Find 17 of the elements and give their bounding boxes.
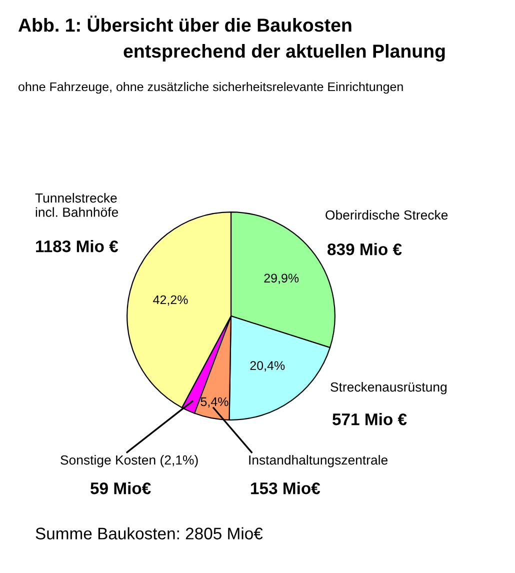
data-label: 1183 Mio € [36,240,118,252]
slice-label: Streckenausrüstung [330,382,446,394]
text: 42,2% [153,295,188,306]
text: Summe Baukosten: 2805 Mio€ [36,527,263,540]
slice-label: Oberirdische Strecke [326,210,448,220]
chart-title: Abb. 1: Übersicht über die Baukosten entsprechend der aktuellen Planung [18,16,445,62]
slice-label: Tunnelstrecke incl. Bahnhöfe [35,193,118,217]
slice-label: Instandhaltungszentrale [249,455,388,468]
chart-subtitle: ohne Fahrzeuge, ohne zusätzliche sicherheitsrelevante Einrichtungen [18,82,403,94]
data-label: 153 Mio€ [251,482,320,494]
text: 5,4% [200,397,228,408]
text: 20,4% [250,361,285,372]
text: 29,9% [264,274,299,284]
data-label: 59 Mio€ [90,482,151,494]
slice-label: Sonstige Kosten (2,1%) [60,455,198,468]
data-label: 839 Mio € [328,243,402,256]
data-label: 571 Mio € [332,413,407,426]
